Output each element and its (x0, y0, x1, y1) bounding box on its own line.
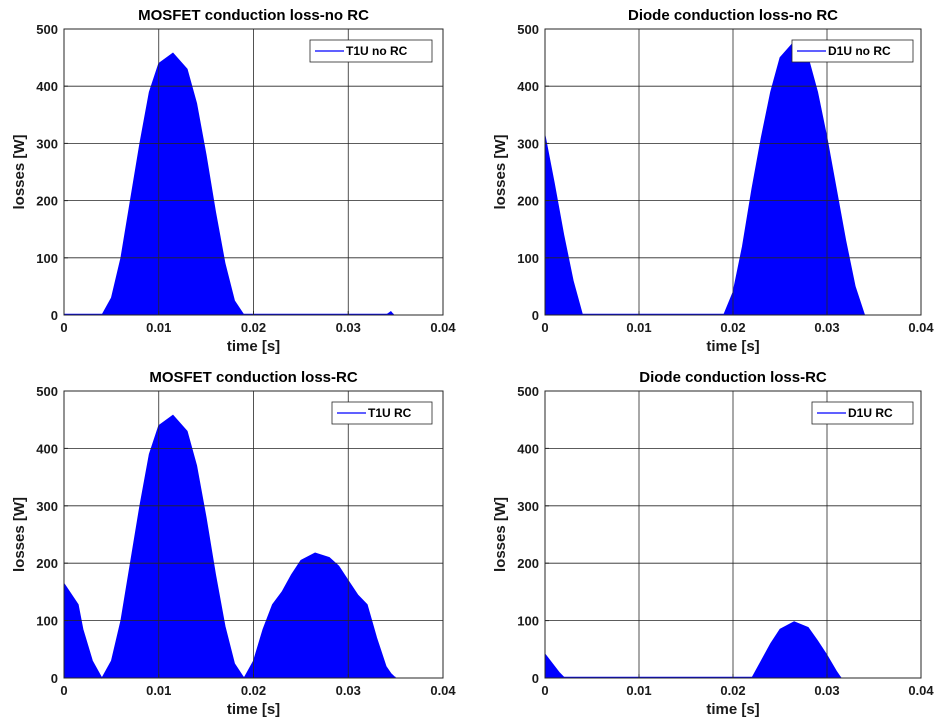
y-tick-label: 300 (517, 136, 539, 151)
y-tick-label: 400 (36, 441, 58, 456)
y-tick-label: 400 (517, 79, 539, 94)
chart-title: MOSFET conduction loss-no RC (138, 7, 369, 24)
y-tick-label: 200 (517, 556, 539, 571)
x-tick-label: 0.03 (336, 683, 361, 698)
x-tick-label: 0.01 (626, 683, 651, 698)
chart-1: 0 0.01 0.02 0.03 0.04 0 100 200 300 400 500 MOSFET … (11, 7, 456, 355)
x-tick-label: 0.04 (430, 683, 456, 698)
y-tick-label: 100 (517, 614, 539, 629)
chart-title: Diode conduction loss-no RC (628, 7, 838, 24)
x-axis-label: time [s] (227, 701, 280, 718)
y-tick-label: 500 (36, 22, 58, 37)
legend-label: T1U RC (368, 406, 412, 420)
y-tick-label: 300 (36, 499, 58, 514)
series-area-1 (63, 414, 397, 679)
y-axis-label: losses [W] (11, 134, 28, 209)
x-tick-label: 0.02 (241, 320, 266, 335)
x-tick-label: 0.03 (814, 320, 839, 335)
chart-4: 0 0.01 0.02 0.03 0.04 0 100 200 300 400 500 Diode c… (492, 369, 934, 718)
y-tick-label: 500 (36, 384, 58, 399)
y-tick-label: 0 (532, 671, 539, 686)
y-tick-label: 300 (36, 136, 58, 151)
legend-label: T1U no RC (346, 44, 408, 58)
y-tick-label: 0 (51, 671, 58, 686)
x-tick-label: 0.04 (908, 320, 934, 335)
x-axis-label: time [s] (227, 338, 280, 355)
x-tick-label: 0.01 (146, 683, 171, 698)
x-axis-label: time [s] (706, 338, 759, 355)
chart-3: 0 0.01 0.02 0.03 0.04 0 100 200 300 400 500 MOSFET … (11, 369, 456, 718)
y-axis-label: losses [W] (492, 497, 509, 572)
legend-box (791, 39, 914, 63)
legend: D1U no RC (791, 39, 914, 63)
x-tick-label: 0.03 (336, 320, 361, 335)
y-tick-label: 100 (517, 251, 539, 266)
x-tick-label: 0 (60, 320, 67, 335)
legend-box (811, 401, 914, 425)
y-tick-label: 500 (517, 22, 539, 37)
x-tick-label: 0 (60, 683, 67, 698)
legend-label: D1U RC (848, 406, 893, 420)
x-tick-label: 0.02 (241, 683, 266, 698)
x-tick-label: 0.01 (626, 320, 651, 335)
y-tick-label: 100 (36, 614, 58, 629)
x-tick-label: 0.04 (908, 683, 934, 698)
x-axis-label: time [s] (706, 701, 759, 718)
legend: T1U RC (331, 401, 433, 425)
x-tick-label: 0.03 (814, 683, 839, 698)
y-tick-label: 200 (517, 194, 539, 209)
chart-title: MOSFET conduction loss-RC (149, 369, 357, 386)
legend: D1U RC (811, 401, 914, 425)
y-axis-label: losses [W] (11, 497, 28, 572)
x-tick-label: 0.01 (146, 320, 171, 335)
legend-box (309, 39, 433, 63)
legend-box (331, 401, 433, 425)
legend-label: D1U no RC (828, 44, 891, 58)
y-tick-label: 400 (517, 441, 539, 456)
x-tick-label: 0.04 (430, 320, 456, 335)
y-tick-label: 400 (36, 79, 58, 94)
x-tick-label: 0 (541, 683, 548, 698)
y-tick-label: 200 (36, 194, 58, 209)
y-tick-label: 0 (51, 308, 58, 323)
chart-title: Diode conduction loss-RC (639, 369, 827, 386)
y-tick-label: 100 (36, 251, 58, 266)
y-tick-label: 0 (532, 308, 539, 323)
y-tick-label: 200 (36, 556, 58, 571)
x-tick-label: 0 (541, 320, 548, 335)
x-tick-label: 0.02 (720, 320, 745, 335)
chart-2: 0 0.01 0.02 0.03 0.04 0 100 200 300 400 500 Diode c… (492, 7, 934, 355)
x-tick-label: 0.02 (720, 683, 745, 698)
y-tick-label: 500 (517, 384, 539, 399)
legend: T1U no RC (309, 39, 433, 63)
y-axis-label: losses [W] (492, 134, 509, 209)
y-tick-label: 300 (517, 499, 539, 514)
series-area-1 (544, 621, 842, 679)
